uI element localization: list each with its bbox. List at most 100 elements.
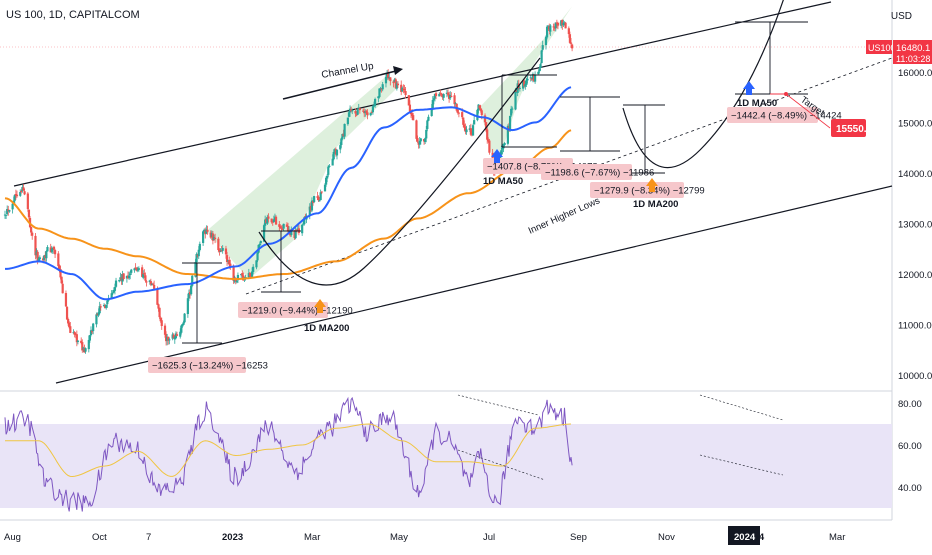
candle-body (341, 133, 344, 139)
candle-body (346, 117, 349, 125)
candle-body (218, 249, 221, 252)
candle-body (65, 306, 69, 320)
target-leader (785, 93, 831, 129)
candle-body (371, 106, 375, 113)
candle-body (26, 193, 29, 210)
candle-body (442, 94, 445, 98)
candle-body (335, 149, 339, 156)
candle-body (350, 109, 353, 112)
candle-body (258, 244, 261, 246)
candle-body (294, 230, 297, 239)
rsi-tick-label: 80.00 (898, 399, 922, 410)
candle-body (279, 226, 282, 229)
candle-body (518, 87, 521, 89)
candle-body (92, 323, 95, 332)
candle-body (320, 191, 323, 193)
candle-body (365, 110, 368, 113)
candle-body (354, 110, 357, 114)
candle-body (433, 93, 437, 99)
candle-body (556, 22, 560, 26)
candle-body (378, 88, 381, 98)
ma50-arrow (491, 149, 503, 163)
candle-body (173, 337, 176, 340)
candle-body (403, 89, 406, 91)
candle-body (211, 233, 215, 241)
candle-body (213, 237, 217, 240)
candle-body (326, 175, 329, 179)
candle-body (347, 112, 351, 117)
candle-body (549, 25, 552, 32)
candle-body (219, 251, 222, 253)
price-tick-label: 10000.0 (898, 371, 932, 382)
ma200-label: 1D MA200 (633, 199, 678, 210)
candle-body (22, 187, 25, 191)
rsi-tick-label: 60.00 (898, 441, 922, 452)
candle-body (46, 247, 49, 252)
measure-label-1: −1625.3 (−13.24%) −16253 (152, 361, 268, 372)
candle-body (143, 273, 146, 275)
candle-body (274, 216, 278, 225)
candle-body (416, 138, 419, 142)
rsi-channel-line (457, 394, 539, 416)
ma50-arrow (743, 81, 755, 95)
candle-body (281, 228, 284, 230)
candle-body (153, 284, 156, 289)
candle-body (545, 26, 549, 38)
candle-body (80, 340, 83, 343)
candle-body (473, 120, 476, 125)
candle-body (286, 225, 290, 232)
candle-body (179, 331, 182, 337)
candle-body (105, 304, 108, 308)
candle-body (157, 304, 160, 309)
candle-body (145, 281, 148, 283)
candle-body (387, 73, 390, 79)
candle-body (313, 196, 316, 203)
candle-body (67, 319, 70, 324)
candle-body (285, 224, 289, 227)
candle-body (571, 44, 574, 49)
candle-body (523, 80, 526, 87)
candle-body (511, 108, 514, 110)
candle-body (526, 78, 529, 81)
candle-body (318, 200, 321, 202)
candle-body (540, 50, 543, 64)
candle-body (310, 200, 314, 211)
candle-body (410, 113, 414, 117)
candle-body (392, 81, 395, 84)
candle-body (183, 313, 186, 323)
candle-body (465, 129, 468, 133)
currency-label[interactable]: USD (890, 11, 912, 22)
candle-body (506, 125, 509, 144)
candle-body (461, 112, 464, 118)
candle-body (38, 257, 41, 260)
candle-body (456, 109, 459, 113)
candle-body (479, 108, 482, 111)
candle-body (462, 117, 465, 125)
candle-body (358, 108, 361, 111)
chart-header: US 100, 1D, CAPITALCOM (6, 9, 140, 21)
candle-body (440, 93, 443, 95)
time-tick-label: Jul (483, 532, 495, 543)
candle-body (564, 22, 567, 29)
candle-body (255, 260, 258, 268)
candle-body (36, 251, 39, 261)
candle-body (419, 138, 422, 142)
measure-label-6: −1442.4 (−8.49%) −14424 (731, 111, 842, 122)
rsi-channel-line (457, 449, 546, 481)
candle-body (331, 158, 334, 166)
candle-body (241, 272, 244, 276)
candle-body (355, 114, 358, 116)
time-cursor-tag-bg (728, 526, 760, 545)
candle-body (408, 104, 412, 112)
candle-body (130, 269, 133, 273)
candle-body (415, 120, 418, 139)
candle-body (503, 142, 506, 146)
price-tick-label: 12000.0 (898, 270, 932, 281)
candle-body (167, 336, 170, 341)
measure-label-2: −1219.0 (−9.44%) −12190 (242, 306, 353, 317)
candle-body (524, 84, 527, 87)
candle-body (206, 229, 209, 232)
candle-body (351, 110, 354, 112)
candle-body (217, 238, 220, 251)
